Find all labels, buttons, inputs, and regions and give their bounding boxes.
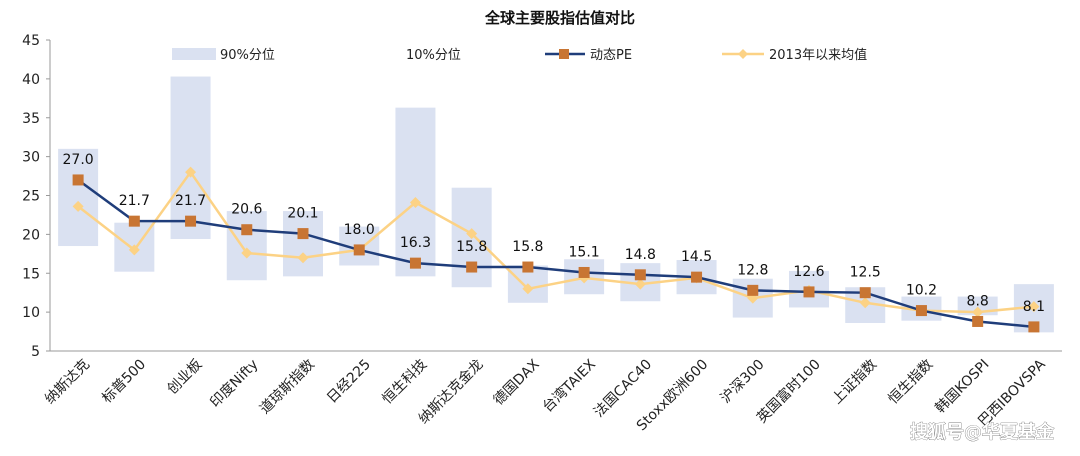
range-bar — [58, 148, 99, 247]
x-tick-label: 恒生指数 — [885, 357, 936, 408]
x-tick-label: 纳斯达克 — [42, 357, 93, 408]
avg-marker — [634, 278, 646, 290]
range-bars — [58, 76, 1054, 333]
data-label: 20.1 — [287, 206, 318, 222]
legend: 90%分位 10%分位 动态PE 2013年以来均值 — [172, 47, 867, 63]
pe-marker — [128, 215, 140, 227]
x-tick-label: 道琼斯指数 — [257, 357, 318, 418]
avg-marker — [859, 297, 871, 309]
avg-marker — [522, 283, 534, 295]
avg-line — [77, 170, 1035, 314]
legend-swatch-90 — [172, 48, 216, 60]
avg-marker — [1028, 301, 1040, 313]
pe-marker — [859, 287, 871, 299]
y-tick-label: 30 — [22, 150, 40, 166]
avg-marker — [241, 247, 253, 259]
avg-marker — [972, 306, 984, 318]
data-label: 15.8 — [456, 239, 487, 255]
legend-marker-avg — [738, 49, 748, 59]
pe-marker — [297, 228, 309, 240]
legend-label-10: 10%分位 — [406, 48, 461, 63]
avg-marker — [128, 244, 140, 256]
chart-title: 全球主要股指估值对比 — [484, 9, 635, 27]
series-lines — [77, 170, 1035, 329]
avg-marker — [297, 252, 309, 264]
pe-marker — [72, 174, 84, 186]
data-label: 8.8 — [967, 293, 989, 309]
legend-swatch-10 — [358, 48, 402, 60]
x-tick-label: 台湾TAIEX — [539, 356, 599, 416]
data-label: 12.8 — [737, 262, 768, 278]
legend-label-pe: 动态PE — [590, 48, 632, 63]
x-tick-label: 印度Nifty — [207, 357, 261, 411]
y-tick-label: 10 — [22, 305, 40, 321]
legend-marker-pe — [559, 49, 569, 59]
data-label: 21.7 — [175, 193, 206, 209]
pe-marker — [691, 271, 703, 283]
data-label: 16.3 — [400, 235, 431, 251]
x-tick-label: 德国DAX — [491, 356, 543, 408]
pe-marker — [241, 224, 253, 236]
x-tick-label: 沪深300 — [718, 357, 768, 407]
y-tick-label: 40 — [22, 72, 40, 88]
pe-line — [77, 178, 1035, 329]
x-tick-label: 创业板 — [164, 357, 205, 398]
y-tick-label: 20 — [22, 227, 40, 243]
y-tick-label: 25 — [22, 189, 40, 205]
y-tick-label: 45 — [22, 33, 40, 49]
x-tick-label: 上证指数 — [829, 357, 880, 408]
watermark: 搜狐号@华夏基金 — [910, 421, 1056, 444]
pe-marker — [409, 257, 421, 269]
series-markers — [72, 166, 1040, 333]
x-tick-label: 恒生科技 — [379, 357, 430, 408]
avg-marker — [185, 166, 197, 178]
data-labels: 27.0 21.7 21.7 20.6 20.1 18.0 16.3 15.8 15.8 15.1… — [63, 152, 1045, 315]
y-tick-label: 15 — [22, 266, 40, 282]
watermark-text: 搜狐号@华夏基金 — [910, 421, 1055, 443]
data-label: 12.6 — [793, 264, 824, 280]
y-axis: 5 10 15 20 25 30 35 40 45 — [22, 33, 51, 360]
data-label: 14.8 — [625, 247, 656, 263]
legend-label-avg: 2013年以来均值 — [769, 47, 867, 63]
data-label: 14.5 — [681, 249, 712, 265]
avg-marker — [466, 228, 478, 240]
data-label: 10.2 — [906, 283, 937, 299]
pe-marker — [915, 305, 927, 317]
pe-marker — [1028, 321, 1040, 333]
avg-marker — [72, 200, 84, 212]
avg-marker — [409, 196, 421, 208]
y-tick-label: 5 — [31, 344, 40, 360]
pe-marker — [522, 261, 534, 273]
range-bar — [170, 76, 211, 240]
range-bar — [283, 211, 323, 277]
data-label: 27.0 — [63, 152, 94, 168]
y-tick-label: 35 — [22, 111, 40, 127]
pe-marker — [747, 284, 759, 296]
pe-marker — [185, 215, 197, 227]
x-axis: 纳斯达克 标普500 创业板 印度Nifty道琼斯指数 日经225 恒生科技纳斯达克金龙德… — [42, 350, 1062, 434]
legend-label-90: 90%分位 — [220, 48, 275, 63]
pe-marker — [578, 266, 590, 278]
pe-marker — [803, 286, 815, 298]
x-tick-label: 日经225 — [324, 357, 374, 407]
pe-marker — [634, 269, 646, 281]
pe-marker — [466, 261, 478, 273]
data-label: 8.1 — [1023, 299, 1045, 315]
x-tick-label: 韩国KOSPI — [932, 357, 992, 417]
data-label: 15.1 — [569, 244, 600, 260]
data-label: 20.6 — [231, 202, 262, 218]
range-bar — [226, 211, 267, 281]
x-tick-label: 标普500 — [99, 357, 149, 407]
data-label: 15.8 — [512, 239, 543, 255]
data-label: 12.5 — [850, 265, 881, 281]
data-label: 18.0 — [344, 222, 375, 238]
range-bar — [395, 107, 436, 277]
pe-marker — [353, 244, 365, 256]
data-label: 21.7 — [119, 193, 150, 209]
pe-marker — [972, 315, 984, 327]
